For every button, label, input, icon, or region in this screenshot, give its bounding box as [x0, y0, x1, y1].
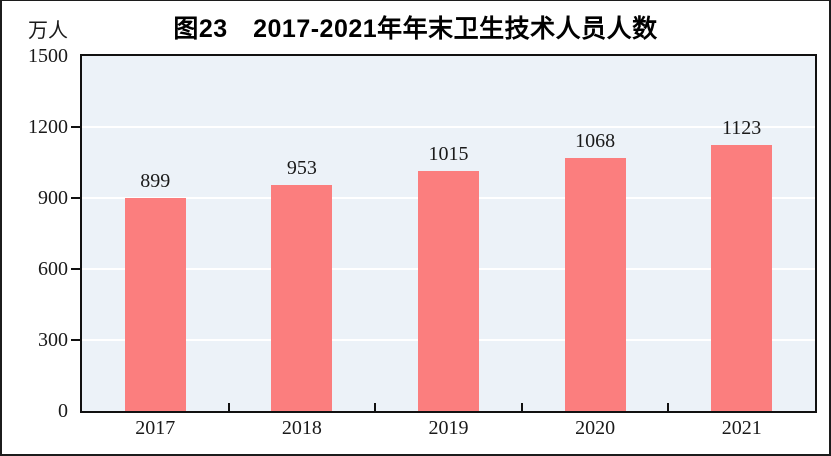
x-axis-label: 2019 [428, 417, 469, 439]
y-axis-label: 0 [58, 400, 68, 422]
y-axis-label: 600 [38, 258, 68, 280]
x-axis-tick [374, 403, 377, 411]
bar-value-label: 1015 [428, 143, 469, 165]
y-axis-tick [71, 197, 80, 199]
bar-value-label: 899 [140, 170, 171, 192]
bar-value-label: 1068 [575, 130, 616, 152]
bar-value-label: 1123 [722, 117, 762, 139]
x-axis-tick [520, 403, 523, 411]
y-axis-label: 300 [38, 329, 68, 351]
x-axis-label: 2017 [135, 417, 176, 439]
x-axis-label: 2018 [281, 417, 322, 439]
y-axis-label: 1500 [28, 45, 68, 67]
y-axis-label: 1200 [28, 116, 68, 138]
bar [564, 158, 626, 411]
x-axis-label: 2021 [721, 417, 762, 439]
x-axis-tick [667, 403, 670, 411]
bar [418, 171, 479, 411]
y-axis-tick [71, 126, 80, 128]
bar [124, 198, 186, 411]
bar [271, 185, 333, 411]
chart-title: 图23 2017-2021年年末卫生技术人员人数 [173, 15, 658, 43]
gridline [82, 126, 815, 128]
x-axis-label: 2020 [575, 417, 616, 439]
bar-value-label: 953 [286, 157, 317, 179]
y-axis-label: 900 [38, 187, 68, 209]
bar [711, 145, 773, 411]
plot-area [80, 54, 817, 413]
y-axis-unit-label: 万人 [28, 20, 68, 42]
y-axis-tick [71, 268, 80, 270]
y-axis-tick [71, 339, 80, 341]
x-axis-tick [227, 403, 230, 411]
